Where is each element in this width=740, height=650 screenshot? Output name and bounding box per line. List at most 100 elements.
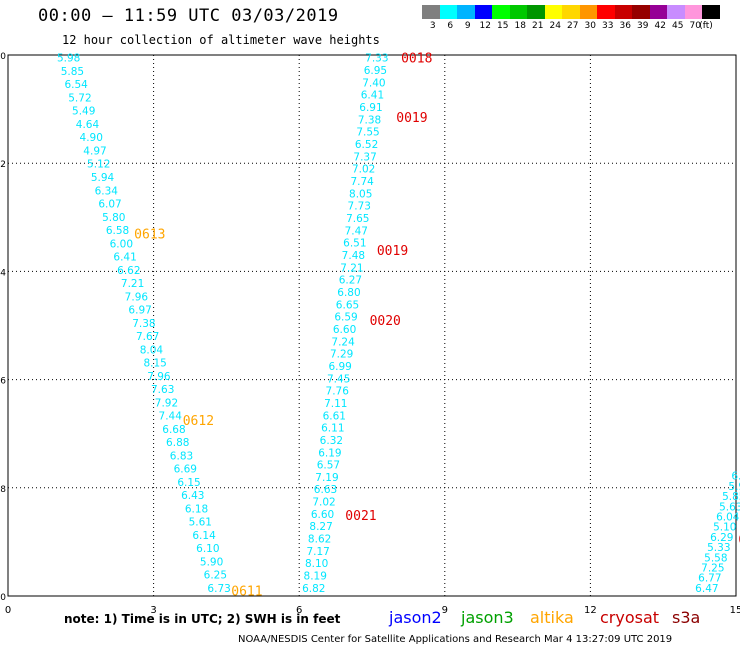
wave-height-value: 7.25 [701,562,724,574]
wave-height-value: 5.72 [68,92,91,104]
wave-height-value: 7.73 [348,201,371,213]
wave-height-value: 7.48 [342,250,365,262]
wave-height-value: 7.74 [350,176,374,188]
color-scale-swatch [474,5,492,19]
wave-height-value: 5.10 [713,522,736,534]
wave-height-value: 7.21 [340,262,363,274]
color-scale-label: 42 [654,21,666,31]
color-scale-label: 45 [672,21,684,31]
wave-height-value: 5.85 [61,66,84,78]
color-scale-swatch [667,5,685,19]
wave-height-value: 6.15 [177,477,200,489]
wave-height-value: 7.67 [136,331,159,343]
wave-height-value: 6.91 [359,102,382,114]
wave-height-value: 6.27 [339,275,362,287]
lon-tick-label: 9 [442,605,448,616]
lon-tick-label: 3 [150,605,156,616]
page-title: 00:00 – 11:59 UTC 03/03/2019 [38,6,339,26]
wave-height-value: 6.32 [320,435,343,447]
wave-height-value: 7.11 [324,398,347,410]
color-scale-label: 24 [549,21,561,31]
wave-height-value: 6.54 [64,79,88,91]
wave-height-value: 6.60 [333,324,356,336]
wave-height-value: 6.57 [317,460,340,472]
pass-time-label: 0613 [134,228,165,243]
wave-height-value: 6.73 [207,583,230,595]
wave-height-value: 5.63 [719,501,740,513]
wave-height-value: 6.34 [95,185,119,197]
wave-height-value: 7.02 [352,164,375,176]
color-scale-swatch [422,5,440,19]
wave-height-value: 7.44 [159,411,183,423]
wave-height-value: 6.99 [328,361,351,373]
wave-height-value: 5.85 [722,491,740,503]
legend-item-jason3: jason3 [461,608,514,627]
wave-height-value: 5.12 [87,159,110,171]
color-scale-swatch [579,5,597,19]
wave-height-value: 7.65 [346,213,369,225]
color-scale-label: 33 [602,21,614,31]
wave-height-value: 5.90 [200,556,223,568]
wave-height-value: 6.11 [321,423,344,435]
color-scale-bar [422,5,720,19]
wave-height-value: 6.83 [170,450,193,462]
wave-height-value: 6.51 [343,238,366,250]
wave-height-value: 7.96 [147,371,171,383]
color-scale-label: 27 [567,21,579,31]
wave-height-value: 5.98 [57,53,80,65]
wave-height-value: 6.18 [185,503,208,515]
color-scale-label: (ft) [699,21,713,31]
wave-height-value: 5.9 [728,481,740,493]
pass-time-label: 0019 [377,244,408,259]
color-scale-label: 18 [514,21,526,31]
lat-tick-label: -40 [0,593,6,603]
wave-height-value: 6.65 [336,299,359,311]
legend-item-cryosat: cryosat [600,608,660,627]
page-subtitle: 12 hour collection of altimeter wave hei… [62,33,380,47]
wave-height-value: 5.49 [72,106,95,118]
color-scale-label: 15 [497,21,509,31]
color-scale-swatch [492,5,510,19]
wave-height-value: 8.10 [305,558,328,570]
wave-height-value: 6.19 [318,447,341,459]
wave-height-value: 7.24 [331,336,355,348]
color-scale-swatch [439,5,457,19]
wave-height-value: 6.59 [334,312,357,324]
lon-tick-label: 0 [5,605,11,616]
color-scale-swatch [684,5,702,19]
wave-height-value: 8.15 [143,358,166,370]
color-scale-swatch [544,5,562,19]
wave-height-value: 8.19 [304,571,327,583]
wave-height-value: 7.63 [151,384,174,396]
wave-height-value: 6.58 [106,225,129,237]
wave-height-value: 7.45 [327,373,350,385]
lat-tick-label: -34 [0,268,6,278]
wave-height-value: 7.38 [132,318,155,330]
wave-height-value: 7.17 [306,546,329,558]
wave-height-value: 6.97 [128,305,151,317]
wave-height-value: 6.62 [117,265,140,277]
color-scale-label: 21 [532,21,544,31]
wave-height-value: 6.25 [204,570,227,582]
wave-height-value: 6.82 [302,583,325,595]
wave-height-value: 4.90 [80,132,103,144]
color-scale-swatch [649,5,667,19]
wave-height-value: 6.61 [323,410,346,422]
color-scale-label: 70 [689,21,701,31]
wave-height-value: 8.62 [308,534,331,546]
color-scale-labels: 3 6 9 12 15 18 21 24 27 30 33 36 39 42 45 70 (ft) [422,21,740,33]
color-scale-label: 36 [619,21,631,31]
wave-height-value: 6.88 [166,437,189,449]
footer-note: note: 1) Time is in UTC; 2) SWH is in fe… [64,612,341,626]
wave-height-value: 6.63 [314,484,337,496]
color-scale-label: 3 [429,21,436,31]
lon-tick-label: 12 [584,605,597,616]
pass-time-label: 0019 [396,111,427,126]
wave-height-value: 7.29 [330,349,353,361]
pass-time-label: 0611 [231,585,262,600]
wave-height-value: 8.04 [140,344,164,356]
footer-credit: NOAA/NESDIS Center for Satellite Applica… [238,634,673,645]
pass-time-label: 0021 [345,509,376,524]
wave-height-value: 6.68 [162,424,185,436]
